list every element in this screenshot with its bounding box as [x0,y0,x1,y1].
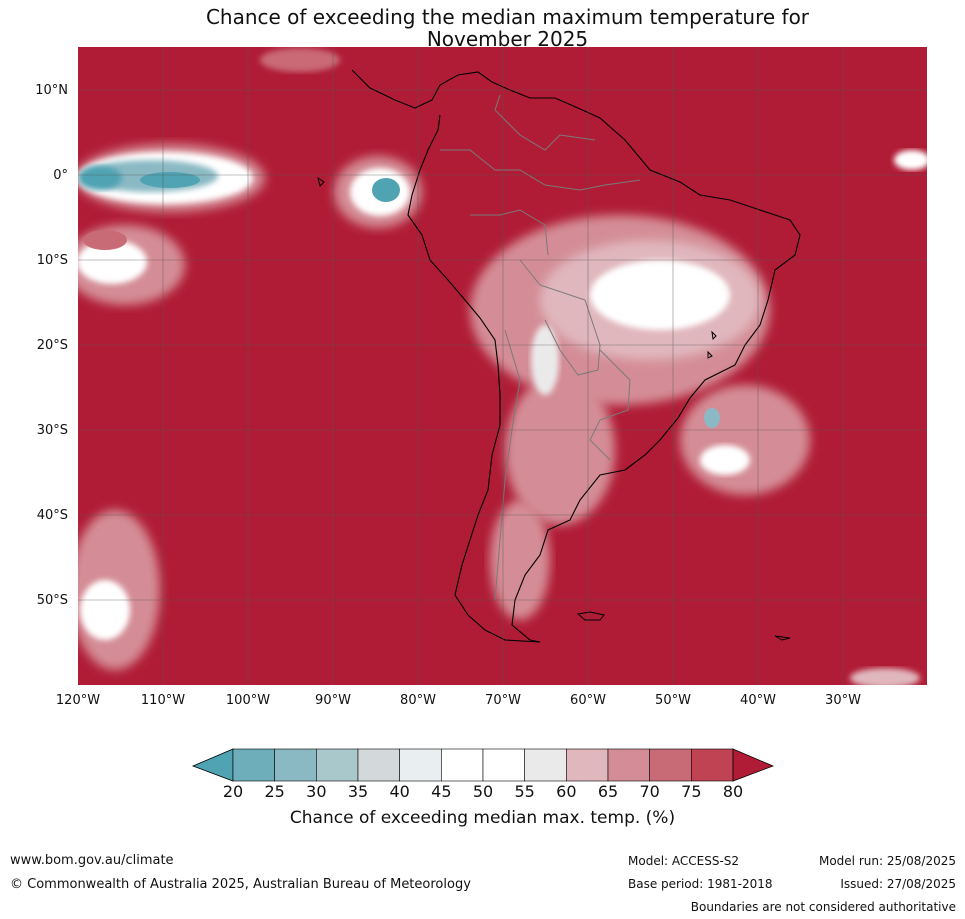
lon-label: 120°W [55,693,101,708]
islands [317,176,791,641]
colorbar-low-arrow [191,748,234,782]
lat-label: 30°S [36,423,68,438]
lon-label: 100°W [225,693,271,708]
colorbar-cell [482,748,525,782]
lat-label: 20°S [36,338,68,353]
colorbar-cell [399,748,442,782]
map-title-line2: November 2025 [426,27,589,51]
colorbar-high-arrow [732,748,775,782]
colorbar-tick-label: 60 [556,782,577,801]
colorbar-cell [232,748,275,782]
colorbar-tick-label: 55 [514,782,535,801]
colorbar-cell [566,748,609,782]
colorbar-cell [357,748,400,782]
colorbar-cell [524,748,567,782]
footer-website: www.bom.gov.au/climate [10,853,174,868]
footer-issued: Issued: 27/08/2025 [840,877,956,891]
colorbar-cell [274,748,317,782]
colorbar [191,748,775,782]
lon-label: 110°W [140,693,186,708]
footer-model-run: Model run: 25/08/2025 [818,854,956,868]
colorbar-cell [316,748,359,782]
colorbar-tick-label: 30 [306,782,327,801]
colorbar-tick-label: 50 [472,782,494,801]
lat-label: 10°N [35,83,68,98]
colorbar-tick-label: 70 [639,782,660,801]
map-area [78,47,927,685]
lat-label: 10°S [36,253,68,268]
colorbar-title: Chance of exceeding median max. temp. (%… [289,808,676,828]
footer-model: Model: ACCESS-S2 [628,854,740,868]
lat-label: 50°S [36,593,68,608]
lon-label: 60°W [570,693,606,708]
lon-label: 30°W [825,693,861,708]
colorbar-cell [441,748,484,782]
footer-disclaimer: Boundaries are not considered authoritat… [690,900,956,914]
lon-label: 90°W [315,693,351,708]
colorbar-cell [607,748,650,782]
colorbar-tick-label: 75 [681,782,702,801]
lon-label: 70°W [485,693,521,708]
colorbar-cell [691,748,734,782]
colorbar-tick-label: 35 [347,782,369,801]
probability-shading [78,48,927,685]
colorbar-tick-label: 45 [431,782,452,801]
colorbar-cell [649,748,692,782]
lon-label: 50°W [655,693,691,708]
lon-label: 40°W [740,693,776,708]
colorbar-tick-label: 80 [722,782,744,801]
coastline [351,69,801,643]
colorbar-tick-label: 65 [597,782,619,801]
lat-label: 40°S [36,508,68,523]
lat-label: 0° [53,168,68,183]
lon-label: 80°W [400,693,436,708]
country-borders [440,94,641,601]
colorbar-tick-label: 25 [264,782,285,801]
gridlines [78,47,927,685]
colorbar-tick-label: 20 [222,782,244,801]
footer-base-period: Base period: 1981-2018 [628,877,773,891]
footer-copyright: © Commonwealth of Australia 2025, Austra… [10,877,471,892]
colorbar-tick-label: 40 [389,782,410,801]
map-title-line1: Chance of exceeding the median maximum t… [205,5,810,29]
